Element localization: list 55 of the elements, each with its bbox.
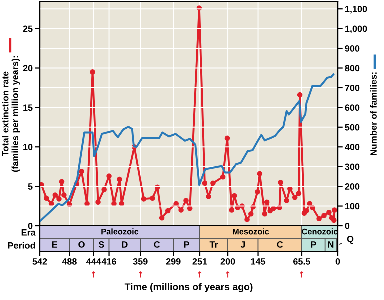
y2-axis-title: Number of families: xyxy=(370,72,377,156)
y-tick-label: 20 xyxy=(23,65,33,72)
y2-tick-label: 1,000 xyxy=(346,26,368,34)
data-label: S xyxy=(98,242,104,248)
x-tick-label: 542 xyxy=(32,258,48,265)
y2-tick-label: 400 xyxy=(345,144,360,150)
data-label: J xyxy=(240,242,246,248)
x-tick-label: 359 xyxy=(133,258,148,265)
y2-tick-label: 600 xyxy=(345,104,360,112)
data-label: Paleozoic xyxy=(102,228,139,235)
annotation: ↑ xyxy=(138,272,143,278)
y-tick-label: 15 xyxy=(24,104,33,112)
data-label: P xyxy=(184,242,190,248)
annotation: ↑ xyxy=(92,272,96,278)
annotation: ↑ xyxy=(226,272,230,278)
x-tick-label: 65.5 xyxy=(294,258,311,265)
data-label: P xyxy=(311,242,316,248)
y2-tick-label: 100 xyxy=(346,203,360,210)
y2-tick-label: 0 xyxy=(345,222,350,230)
y-tick-label: 10 xyxy=(24,144,33,150)
y-tick-label: 25 xyxy=(23,26,33,32)
data-label: C xyxy=(277,242,284,248)
x-axis-title: Time (millions of years ago) xyxy=(124,283,253,292)
data-label: Cenozoic xyxy=(302,228,338,235)
y2-tick-label: 800 xyxy=(345,65,360,72)
x-tick-label: 488 xyxy=(62,258,77,265)
data-label: C xyxy=(154,242,160,248)
data-label: N xyxy=(328,242,334,248)
data-label: E xyxy=(52,242,58,248)
data-label: Q xyxy=(347,236,354,244)
data-label: D xyxy=(122,242,128,248)
line-series xyxy=(40,74,335,222)
y2-tick-label: 200 xyxy=(345,184,360,190)
y2-tick-label: 900 xyxy=(345,46,360,52)
y2-tick-label: 300 xyxy=(345,164,360,170)
data-label: O xyxy=(78,242,85,248)
y-tick-label: 0 xyxy=(28,222,33,230)
x-tick-label: 444 xyxy=(86,258,102,265)
x-tick-label: 251 xyxy=(192,258,208,265)
data-label: Tr xyxy=(210,242,218,248)
x-tick-label: 0 xyxy=(336,258,340,265)
y-axis-title: Total extinction rate (families per million years): xyxy=(2,56,20,172)
y2-tick-label: 700 xyxy=(345,84,360,92)
y2-tick-label: 500 xyxy=(345,124,360,131)
data-label: Mesozoic xyxy=(233,228,270,235)
x-tick-label: 299 xyxy=(166,258,181,265)
annotation: ↑ xyxy=(300,272,304,278)
y-tick-label: Period xyxy=(8,242,36,249)
x-tick-label: 200 xyxy=(220,258,236,265)
x-tick-label: 145 xyxy=(251,258,266,265)
annotation: ↑ xyxy=(198,272,202,278)
y2-tick-label: 1,100 xyxy=(346,6,368,14)
x-tick-label: 416 xyxy=(102,258,116,265)
y-tick-label: Era xyxy=(22,230,36,236)
y-tick-label: 5 xyxy=(28,184,33,190)
